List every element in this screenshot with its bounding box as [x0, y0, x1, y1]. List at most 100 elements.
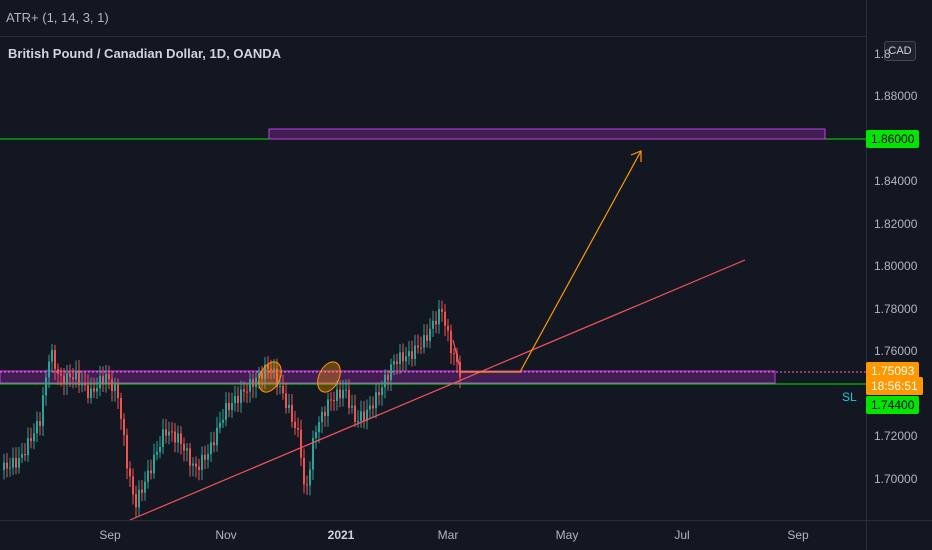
candle-body — [144, 481, 146, 493]
candle-body — [210, 442, 212, 454]
candle-body — [18, 457, 20, 468]
candle-body — [444, 311, 446, 326]
candle-body — [300, 429, 302, 458]
candle-body — [216, 427, 218, 446]
candle-body — [246, 391, 248, 393]
currency-badge[interactable]: CAD — [884, 41, 916, 61]
candle-body — [63, 375, 65, 385]
candle-body — [90, 388, 92, 399]
candle-body — [99, 376, 101, 389]
candle-body — [366, 409, 368, 422]
projection-arrow — [460, 150, 642, 373]
candle-body — [57, 369, 59, 375]
indicator-pane[interactable]: ATR+ (1, 14, 3, 1) — [0, 0, 866, 37]
candle-body — [297, 428, 299, 430]
candle-body — [213, 442, 215, 446]
candle-body — [447, 325, 449, 331]
candle-body — [39, 421, 41, 426]
candle-body — [267, 364, 269, 369]
candle-body — [117, 384, 119, 399]
candle-body — [411, 351, 413, 359]
candle-body — [402, 352, 404, 362]
price-tick: 1.84000 — [874, 174, 918, 188]
candle-body — [75, 370, 77, 380]
candle-body — [180, 433, 182, 444]
candle-body — [183, 443, 185, 451]
candle-body — [429, 328, 431, 341]
candle-body — [390, 364, 392, 380]
candle-body — [426, 335, 428, 341]
candle-body — [387, 374, 389, 380]
date-tick: Mar — [437, 528, 459, 542]
candle-body — [450, 330, 452, 354]
candle-body — [237, 395, 239, 403]
candle-body — [420, 347, 422, 349]
candle-body — [15, 457, 17, 468]
candle-body — [48, 361, 50, 378]
candle-body — [42, 395, 44, 426]
touch-marker-2 — [317, 361, 341, 393]
candle-body — [315, 432, 317, 439]
date-tick: May — [555, 528, 579, 542]
candle-body — [123, 418, 125, 436]
price-tick: 1.72000 — [874, 429, 918, 443]
candle-body — [189, 448, 191, 466]
candle-body — [150, 470, 152, 474]
candlestick-series — [3, 299, 461, 517]
candle-body — [141, 489, 143, 493]
candle-body — [129, 468, 131, 477]
date-tick: Jul — [674, 528, 690, 542]
price-tick: 1.76000 — [874, 344, 918, 358]
price-tick: 1.78000 — [874, 302, 918, 316]
candle-body — [384, 374, 386, 388]
candle-body — [399, 352, 401, 364]
candle-body — [84, 383, 86, 386]
candle-body — [219, 422, 221, 428]
candle-body — [273, 368, 275, 370]
candle-body — [54, 350, 56, 370]
candle-body — [288, 404, 290, 408]
candle-body — [378, 392, 380, 396]
candle-body — [276, 368, 278, 387]
candle-body — [195, 463, 197, 467]
indicator-label[interactable]: ATR+ (1, 14, 3, 1) — [6, 10, 109, 25]
drop-arrow — [452, 339, 462, 373]
candle-body — [417, 345, 419, 348]
countdown-tag: 18:56:51 — [866, 377, 923, 395]
candle-body — [363, 411, 365, 422]
candle-body — [375, 392, 377, 409]
candle-body — [435, 320, 437, 325]
candle-body — [72, 377, 74, 380]
candle-body — [342, 390, 344, 399]
candle-body — [306, 484, 308, 486]
candle-body — [330, 399, 332, 401]
candle-body — [126, 435, 128, 469]
time-axis-divider — [0, 520, 932, 521]
candle-body — [93, 388, 95, 392]
candle-body — [138, 489, 140, 508]
candle-body — [186, 448, 188, 451]
candle-body — [285, 393, 287, 408]
candle-body — [201, 454, 203, 470]
candle-body — [249, 379, 251, 392]
candle-body — [279, 385, 281, 387]
candle-body — [177, 433, 179, 443]
candle-body — [360, 411, 362, 422]
candle-body — [192, 463, 194, 466]
candle-body — [333, 399, 335, 402]
candle-body — [102, 376, 104, 384]
date-tick: Sep — [99, 528, 121, 542]
candle-body — [171, 431, 173, 433]
candle-body — [282, 385, 284, 394]
candle-body — [69, 373, 71, 378]
candle-body — [345, 389, 347, 391]
candle-body — [252, 379, 254, 387]
candle-body — [270, 368, 272, 370]
candle-body — [453, 353, 455, 355]
candle-body — [45, 377, 47, 396]
candle-body — [51, 350, 53, 362]
candle-body — [6, 462, 8, 469]
candle-body — [351, 405, 353, 408]
candle-body — [291, 404, 293, 422]
